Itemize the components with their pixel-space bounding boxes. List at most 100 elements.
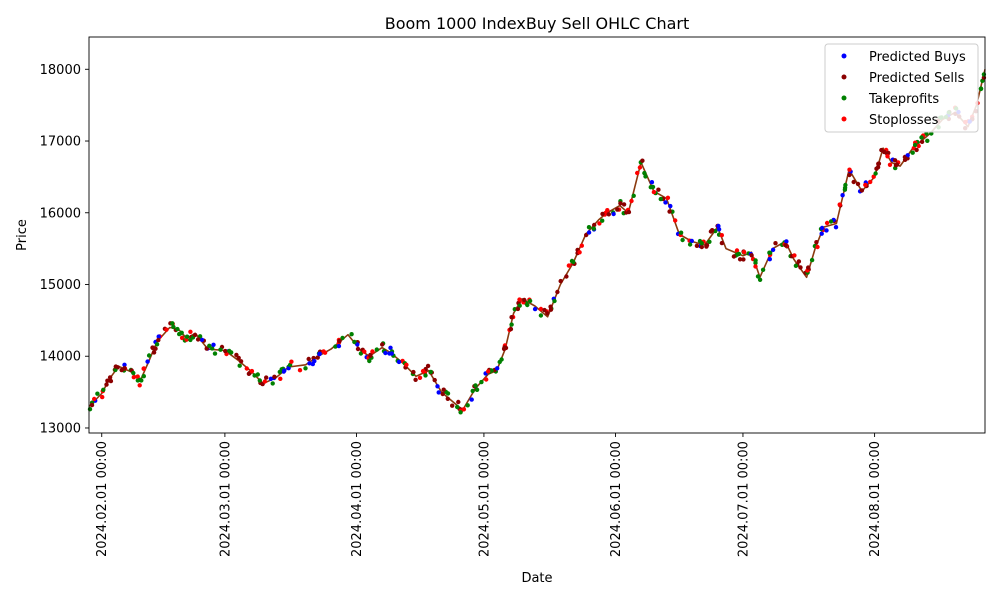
signal-marker-takeprofits (210, 346, 215, 351)
signal-marker-predicted-sells (548, 307, 554, 312)
signal-marker-predicted-buys (312, 358, 317, 364)
legend-marker-takeprofits (841, 95, 847, 101)
signal-marker-predicted-sells (741, 257, 746, 262)
signal-marker-stoplosses (420, 368, 426, 374)
signal-marker-takeprofits (648, 185, 653, 190)
y-tick-label: 14000 (40, 350, 81, 365)
signal-marker-stoplosses (486, 369, 491, 374)
signal-marker-takeprofits (171, 324, 176, 330)
signal-marker-takeprofits (525, 302, 530, 308)
signal-marker-stoplosses (484, 377, 489, 382)
signal-marker-stoplosses (577, 250, 582, 255)
signal-marker-predicted-sells (606, 212, 611, 217)
signal-marker-predicted-sells (667, 209, 672, 214)
signal-marker-takeprofits (924, 131, 929, 136)
signal-marker-predicted-buys (716, 223, 721, 229)
signal-marker-stoplosses (673, 218, 678, 223)
signal-marker-takeprofits (218, 347, 223, 352)
signal-marker-takeprofits (600, 218, 605, 223)
signal-marker-stoplosses (188, 329, 193, 334)
signal-marker-predicted-buys (819, 225, 825, 231)
signal-markers (87, 72, 987, 415)
signal-marker-predicted-buys (156, 334, 161, 339)
signal-marker-predicted-buys (668, 203, 673, 209)
signal-marker-takeprofits (680, 237, 685, 243)
signal-marker-predicted-buys (663, 200, 668, 205)
signal-marker-stoplosses (141, 366, 147, 371)
signal-marker-predicted-buys (389, 351, 394, 356)
signal-marker-takeprofits (131, 370, 136, 376)
signal-marker-predicted-sells (903, 156, 908, 161)
signal-marker-predicted-sells (432, 377, 437, 383)
signal-marker-predicted-sells (749, 253, 754, 258)
signal-marker-predicted-sells (337, 338, 342, 344)
signal-marker-predicted-sells (704, 243, 710, 248)
signal-marker-stoplosses (734, 248, 740, 253)
signal-marker-stoplosses (605, 208, 610, 213)
legend-marker-predicted-buys (841, 53, 847, 59)
signal-marker-predicted-sells (264, 375, 269, 380)
legend-label-predicted-sells: Predicted Sells (869, 71, 965, 86)
y-tick-label: 17000 (40, 135, 81, 150)
y-tick-label: 16000 (40, 206, 81, 221)
signal-marker-stoplosses (635, 170, 640, 176)
signal-marker-predicted-sells (847, 172, 852, 178)
signal-marker-stoplosses (629, 198, 634, 204)
signal-marker-predicted-sells (814, 240, 819, 245)
signal-marker-predicted-buys (199, 337, 205, 342)
signal-marker-predicted-sells (882, 149, 887, 155)
signal-marker-takeprofits (207, 343, 212, 348)
signal-marker-predicted-sells (105, 378, 110, 383)
signal-marker-predicted-buys (649, 180, 655, 185)
signal-marker-predicted-buys (286, 366, 291, 371)
x-tick-label: 2024.07.01 00:00 (737, 441, 752, 557)
signal-marker-predicted-sells (425, 363, 431, 369)
price-series (87, 69, 987, 415)
signal-marker-takeprofits (736, 251, 742, 257)
signal-marker-predicted-sells (621, 202, 627, 207)
signal-marker-predicted-sells (192, 332, 198, 338)
signal-marker-predicted-sells (656, 187, 661, 192)
signal-marker-takeprofits (755, 274, 761, 279)
legend-label-takeprofits: Takeprofits (868, 92, 939, 107)
signal-marker-takeprofits (707, 239, 712, 244)
signal-marker-predicted-sells (204, 346, 209, 351)
signal-marker-predicted-sells (615, 207, 620, 212)
signal-marker-takeprofits (809, 257, 815, 263)
signal-marker-takeprofits (212, 351, 218, 356)
signal-marker-predicted-sells (914, 147, 919, 153)
signal-marker-predicted-buys (532, 306, 538, 312)
y-tick-label: 15000 (40, 278, 81, 293)
signal-marker-predicted-sells (542, 307, 547, 313)
signal-marker-stoplosses (824, 220, 830, 226)
signal-marker-predicted-sells (195, 337, 201, 342)
signal-marker-stoplosses (404, 362, 409, 367)
signal-marker-takeprofits (445, 391, 451, 396)
signal-marker-takeprofits (175, 326, 180, 332)
signal-marker-stoplosses (579, 243, 584, 248)
signal-marker-predicted-buys (611, 211, 616, 217)
signal-marker-predicted-buys (355, 342, 360, 347)
signal-marker-stoplosses (597, 221, 602, 226)
signal-marker-takeprofits (978, 86, 984, 92)
signal-marker-predicted-buys (307, 361, 312, 366)
signal-marker-stoplosses (868, 179, 873, 185)
signal-marker-stoplosses (100, 394, 105, 400)
signal-marker-predicted-buys (282, 368, 287, 373)
x-tick-label: 2024.03.01 00:00 (218, 441, 233, 557)
signal-marker-takeprofits (270, 381, 275, 386)
signal-marker-takeprofits (586, 225, 592, 230)
signal-marker-takeprofits (465, 403, 470, 408)
signal-marker-stoplosses (297, 368, 303, 373)
signal-marker-takeprofits (333, 344, 338, 349)
signal-marker-predicted-sells (413, 377, 418, 382)
signal-marker-predicted-sells (515, 306, 521, 312)
signal-marker-stoplosses (538, 306, 544, 312)
signal-marker-stoplosses (871, 174, 876, 179)
signal-marker-predicted-sells (851, 179, 856, 185)
signal-marker-takeprofits (470, 388, 475, 394)
signal-marker-stoplosses (566, 263, 572, 268)
signal-marker-stoplosses (665, 195, 671, 200)
signal-marker-takeprofits (252, 373, 257, 378)
